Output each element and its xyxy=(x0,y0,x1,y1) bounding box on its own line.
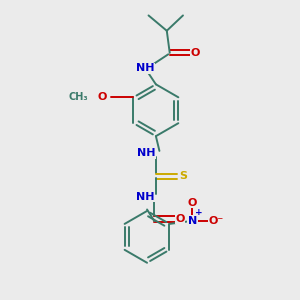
Text: NH: NH xyxy=(137,148,156,158)
Text: O: O xyxy=(191,48,200,58)
Text: +: + xyxy=(195,208,203,217)
Text: O: O xyxy=(175,214,185,224)
Text: O⁻: O⁻ xyxy=(208,216,224,226)
Text: O: O xyxy=(98,92,107,102)
Text: NH: NH xyxy=(136,63,155,73)
Text: N: N xyxy=(188,216,197,226)
Text: CH₃: CH₃ xyxy=(68,92,88,102)
Text: O: O xyxy=(188,198,197,208)
Text: NH: NH xyxy=(136,192,154,202)
Text: S: S xyxy=(179,171,187,181)
